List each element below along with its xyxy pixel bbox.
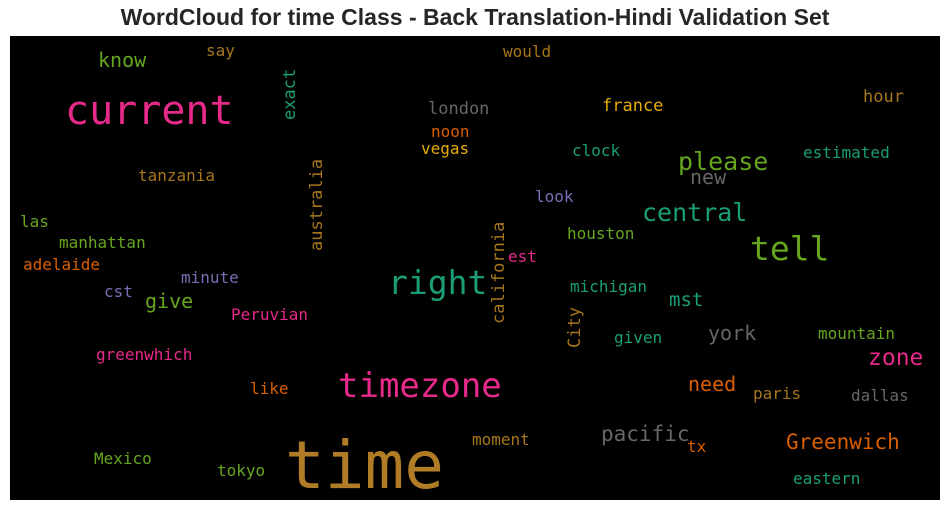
- word-california: california: [489, 222, 509, 324]
- word-central: central: [642, 198, 747, 227]
- word-time: time: [285, 427, 444, 500]
- word-adelaide: adelaide: [23, 255, 100, 274]
- word-new: new: [690, 165, 727, 189]
- word-greenwich: Greenwich: [786, 430, 900, 454]
- word-tx: tx: [687, 437, 707, 456]
- word-like: like: [250, 379, 289, 398]
- word-tell: tell: [750, 229, 829, 268]
- word-greenwhich: greenwhich: [96, 345, 192, 364]
- word-london: london: [428, 99, 489, 119]
- word-mexico: Mexico: [94, 449, 152, 468]
- word-hour: hour: [863, 87, 904, 107]
- word-eastern: eastern: [793, 469, 860, 488]
- word-tokyo: tokyo: [217, 461, 265, 480]
- word-houston: houston: [567, 224, 634, 243]
- wordcloud-canvas: time current timezone right tell please centra…: [10, 36, 940, 500]
- word-pacific: pacific: [601, 422, 690, 446]
- word-mountain: mountain: [818, 324, 895, 343]
- word-moment: moment: [472, 430, 530, 449]
- word-need: need: [688, 372, 736, 396]
- word-minute: minute: [181, 268, 239, 287]
- word-exact: exact: [280, 69, 300, 120]
- word-las: las: [20, 212, 49, 231]
- word-right: right: [388, 263, 487, 302]
- word-say: say: [206, 41, 235, 60]
- word-peruvian: Peruvian: [231, 305, 308, 324]
- word-york: york: [708, 321, 756, 345]
- word-dallas: dallas: [851, 386, 909, 405]
- word-cst: cst: [104, 282, 133, 301]
- word-current: current: [65, 88, 234, 134]
- word-noon: noon: [431, 122, 470, 141]
- word-australia: australia: [307, 159, 327, 251]
- word-timezone: timezone: [338, 366, 502, 406]
- word-give: give: [145, 289, 193, 313]
- word-manhattan: manhattan: [59, 233, 146, 252]
- word-est: est: [508, 247, 537, 266]
- word-city: City: [565, 307, 585, 348]
- word-would: would: [503, 42, 551, 61]
- word-know: know: [98, 48, 147, 72]
- word-tanzania: tanzania: [138, 166, 215, 185]
- word-zone: zone: [868, 345, 923, 371]
- words-layer: time current timezone right tell please centra…: [20, 41, 923, 500]
- word-france: france: [602, 96, 663, 116]
- word-please: please: [678, 147, 768, 176]
- word-estimated: estimated: [803, 143, 890, 162]
- word-michigan: michigan: [570, 277, 647, 296]
- word-look: look: [535, 187, 574, 206]
- wordcloud-background: [10, 36, 940, 500]
- word-given: given: [614, 328, 662, 347]
- word-clock: clock: [572, 141, 621, 160]
- chart-title: WordCloud for time Class - Back Translat…: [120, 4, 830, 30]
- word-mst: mst: [669, 289, 703, 311]
- word-vegas: vegas: [421, 139, 469, 158]
- word-paris: paris: [753, 384, 801, 403]
